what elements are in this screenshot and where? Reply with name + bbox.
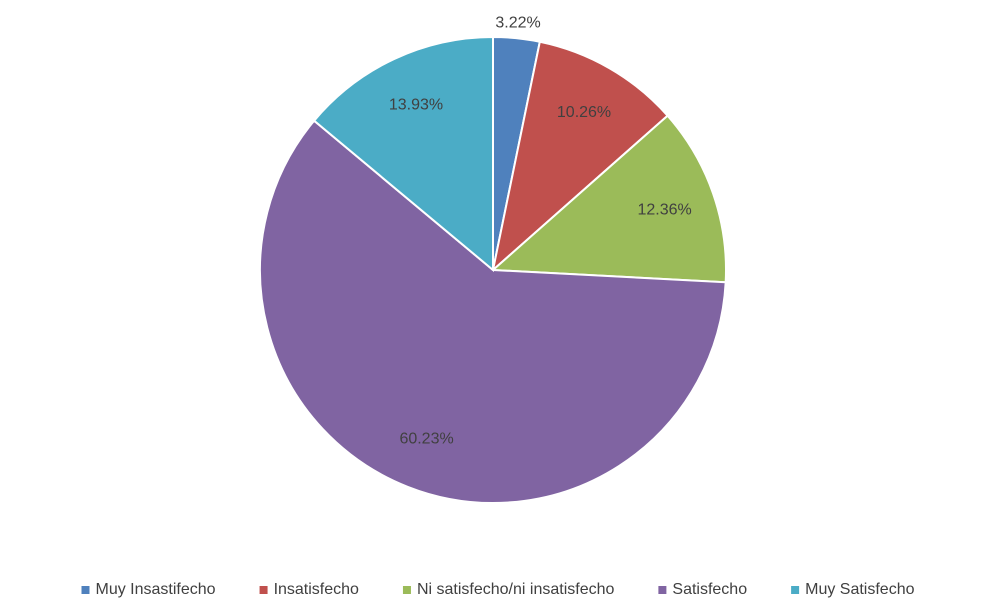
data-label: 60.23% (399, 430, 453, 447)
legend: Muy Insastifecho Insatisfecho Ni satisfech… (81, 581, 915, 598)
pie (259, 35, 727, 504)
legend-marker (658, 586, 667, 594)
pie-slice (490, 114, 727, 284)
pie-slice (259, 119, 727, 504)
legend-marker (402, 586, 411, 594)
data-label: 10.26% (557, 104, 611, 121)
legend-marker (81, 586, 90, 594)
legend-marker (791, 586, 800, 594)
legend-marker (259, 586, 268, 594)
pie-slice (312, 35, 494, 273)
legend-label: Muy Insastifecho (96, 581, 216, 598)
legend-label: Muy Satisfecho (805, 581, 914, 598)
data-label: 13.93% (389, 97, 443, 114)
data-labels: 3.22% 10.26% 12.36% 60.23% 13.93% (389, 14, 692, 447)
pie-slice (491, 40, 669, 273)
data-label: 3.22% (495, 14, 540, 31)
legend-label: Ni satisfecho/ni insatisfecho (417, 581, 615, 598)
legend-label: Insatisfecho (274, 581, 359, 598)
legend-label: Satisfecho (672, 581, 747, 598)
data-label: 12.36% (637, 201, 691, 218)
